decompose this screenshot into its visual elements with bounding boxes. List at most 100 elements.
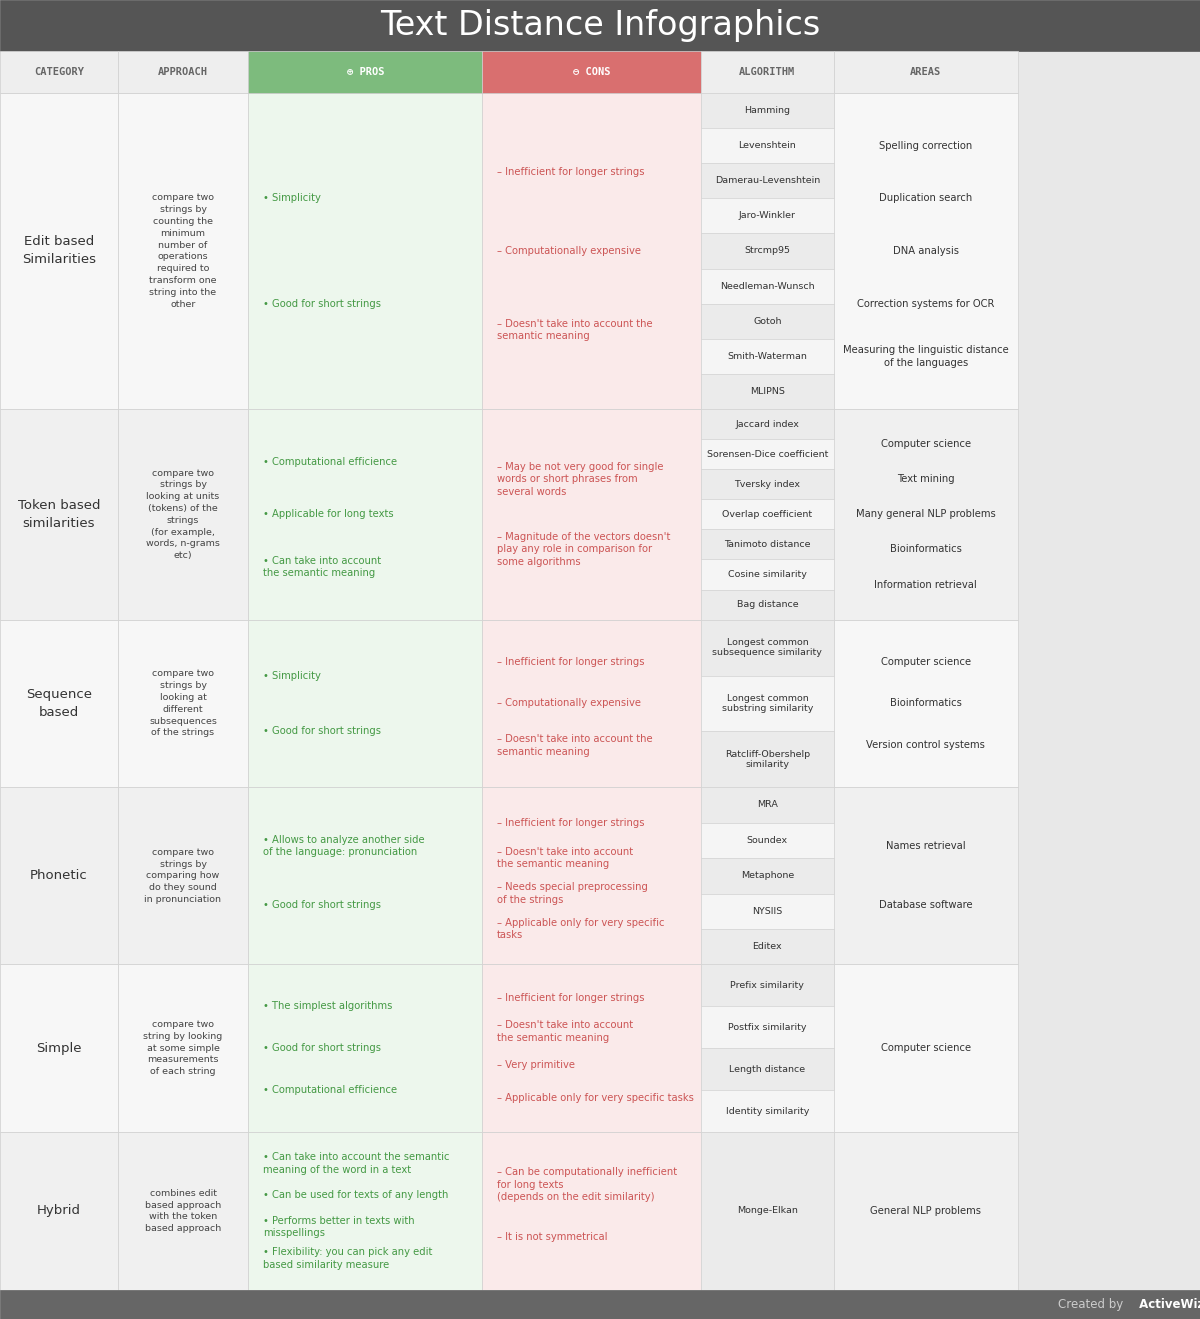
Bar	[834, 620, 1018, 787]
Bar	[701, 929, 834, 964]
Text: Phonetic: Phonetic	[30, 869, 88, 882]
Text: – Can be computationally inefficient
for long texts
(depends on the edit similar: – Can be computationally inefficient for…	[497, 1167, 677, 1202]
Bar	[701, 675, 834, 731]
Bar	[701, 373, 834, 409]
Text: Ratcliff-Obershelp
similarity: Ratcliff-Obershelp similarity	[725, 749, 810, 769]
Bar	[701, 198, 834, 233]
Text: Sorensen-Dice coefficient: Sorensen-Dice coefficient	[707, 450, 828, 459]
Bar	[118, 787, 248, 964]
Text: Editex: Editex	[752, 942, 782, 951]
Bar	[701, 500, 834, 529]
Text: Jaccard index: Jaccard index	[736, 419, 799, 429]
Text: – Inefficient for longer strings: – Inefficient for longer strings	[497, 818, 644, 828]
Bar	[701, 94, 834, 409]
Text: NYSIIS: NYSIIS	[752, 906, 782, 915]
Bar	[701, 339, 834, 373]
Text: Computer science: Computer science	[881, 1043, 971, 1053]
Bar	[701, 1132, 834, 1290]
Text: – Doesn't take into account
the semantic meaning: – Doesn't take into account the semantic…	[497, 1020, 632, 1042]
Bar	[701, 1089, 834, 1132]
Bar	[118, 409, 248, 620]
Text: – Inefficient for longer strings: – Inefficient for longer strings	[497, 993, 644, 1002]
Text: • Performs better in texts with
misspellings: • Performs better in texts with misspell…	[263, 1216, 414, 1239]
Text: Strcmp95: Strcmp95	[744, 247, 791, 256]
Text: Longest common
subsequence similarity: Longest common subsequence similarity	[713, 638, 822, 657]
Bar	[482, 787, 701, 964]
Text: Many general NLP problems: Many general NLP problems	[856, 509, 996, 520]
Text: – Computationally expensive: – Computationally expensive	[497, 699, 641, 708]
Text: Longest common
substring similarity: Longest common substring similarity	[721, 694, 814, 714]
Text: Tversky index: Tversky index	[734, 480, 800, 489]
Text: DNA analysis: DNA analysis	[893, 245, 959, 256]
Bar	[701, 233, 834, 269]
Bar	[482, 409, 701, 620]
Text: • Computational efficience: • Computational efficience	[263, 456, 397, 467]
Text: • Can take into account the semantic
meaning of the word in a text: • Can take into account the semantic mea…	[263, 1153, 449, 1175]
Bar	[118, 94, 248, 409]
Text: – It is not symmetrical: – It is not symmetrical	[497, 1232, 607, 1242]
Bar	[0, 1132, 118, 1290]
Text: – Doesn't take into account the
semantic meaning: – Doesn't take into account the semantic…	[497, 735, 653, 757]
Text: Sequence
based: Sequence based	[26, 689, 92, 719]
Text: Needleman-Wunsch: Needleman-Wunsch	[720, 281, 815, 290]
Text: Text Distance Infographics: Text Distance Infographics	[380, 9, 820, 42]
Text: Spelling correction: Spelling correction	[880, 141, 972, 150]
Text: • Good for short strings: • Good for short strings	[263, 901, 380, 910]
Text: Overlap coefficient: Overlap coefficient	[722, 510, 812, 518]
Text: APPROACH: APPROACH	[158, 67, 208, 77]
Text: Jaro-Winkler: Jaro-Winkler	[739, 211, 796, 220]
Text: Postfix similarity: Postfix similarity	[728, 1022, 806, 1031]
Bar	[0, 1290, 1200, 1319]
Text: Monge-Elkan: Monge-Elkan	[737, 1207, 798, 1216]
Text: Edit based
Similarities: Edit based Similarities	[22, 236, 96, 266]
Bar	[0, 51, 118, 94]
Bar	[118, 964, 248, 1132]
Text: ⊖ CONS: ⊖ CONS	[572, 67, 611, 77]
Text: Computer science: Computer science	[881, 657, 971, 666]
Text: Bioinformatics: Bioinformatics	[890, 699, 961, 708]
Text: Cosine similarity: Cosine similarity	[728, 570, 806, 579]
Bar	[248, 964, 482, 1132]
Bar	[834, 964, 1018, 1132]
Text: • Flexibility: you can pick any edit
based similarity measure: • Flexibility: you can pick any edit bas…	[263, 1248, 432, 1270]
Text: • Computational efficience: • Computational efficience	[263, 1086, 397, 1095]
Text: compare two
strings by
counting the
minimum
number of
operations
required to
tra: compare two strings by counting the mini…	[149, 194, 217, 309]
Bar	[0, 94, 118, 409]
Text: • Good for short strings: • Good for short strings	[263, 298, 380, 309]
Bar	[0, 0, 1200, 51]
Bar	[701, 439, 834, 470]
Bar	[118, 1132, 248, 1290]
Bar	[834, 51, 1018, 94]
Bar	[248, 1132, 482, 1290]
Text: CATEGORY: CATEGORY	[34, 67, 84, 77]
Text: ⊕ PROS: ⊕ PROS	[347, 67, 384, 77]
Text: MLIPNS: MLIPNS	[750, 386, 785, 396]
Text: Bag distance: Bag distance	[737, 600, 798, 609]
Text: compare two
strings by
looking at
different
subsequences
of the strings: compare two strings by looking at differ…	[149, 670, 217, 737]
Bar	[482, 964, 701, 1132]
Text: Soundex: Soundex	[746, 836, 788, 845]
Text: MRA: MRA	[757, 801, 778, 810]
Text: Tanimoto distance: Tanimoto distance	[724, 539, 811, 549]
Text: Length distance: Length distance	[730, 1064, 805, 1074]
Text: • Allows to analyze another side
of the language: pronunciation: • Allows to analyze another side of the …	[263, 835, 425, 857]
Text: – Needs special preprocessing
of the strings: – Needs special preprocessing of the str…	[497, 882, 648, 905]
Text: • Can be used for texts of any length: • Can be used for texts of any length	[263, 1190, 448, 1200]
Text: – Doesn't take into account the
semantic meaning: – Doesn't take into account the semantic…	[497, 319, 653, 342]
Bar	[482, 620, 701, 787]
Bar	[482, 1132, 701, 1290]
Bar	[482, 51, 701, 94]
Text: Identity similarity: Identity similarity	[726, 1107, 809, 1116]
Text: Levenshtein: Levenshtein	[738, 141, 797, 150]
Bar	[701, 823, 834, 859]
Bar	[248, 620, 482, 787]
Bar	[701, 559, 834, 590]
Text: – Doesn't take into account
the semantic meaning: – Doesn't take into account the semantic…	[497, 847, 632, 869]
Bar	[701, 1049, 834, 1089]
Bar	[701, 269, 834, 303]
Bar	[248, 409, 482, 620]
Text: Damerau-Levenshtein: Damerau-Levenshtein	[715, 177, 820, 185]
Text: Simple: Simple	[36, 1042, 82, 1055]
Bar	[701, 303, 834, 339]
Text: • Good for short strings: • Good for short strings	[263, 1043, 380, 1053]
